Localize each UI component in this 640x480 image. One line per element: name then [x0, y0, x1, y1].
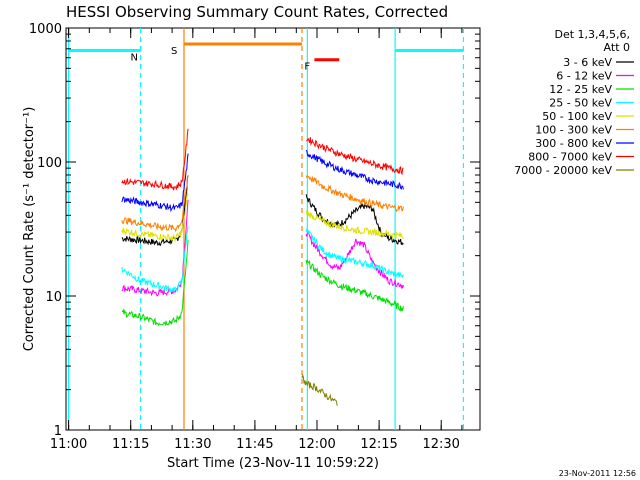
series-line	[121, 191, 189, 243]
series-line	[121, 239, 189, 327]
series-line	[121, 128, 189, 191]
vertical-markers	[67, 28, 465, 430]
y-tick-label: 1000	[29, 22, 62, 37]
legend-label: 3 - 6 keV	[563, 56, 612, 69]
legend-header-line-2: Att 0	[604, 41, 630, 54]
series-line	[306, 137, 404, 176]
legend-label: 7000 - 20000 keV	[514, 164, 612, 177]
y-tick-label: 1	[54, 424, 62, 439]
series-line	[301, 373, 338, 406]
state-bars: N S F	[68, 42, 464, 73]
state-bar-label: N	[131, 52, 138, 63]
y-tick-label: 10	[45, 290, 62, 305]
state-bar-label: F	[304, 62, 310, 73]
legend-label: 25 - 50 keV	[549, 97, 612, 110]
legend-label: 100 - 300 keV	[535, 124, 612, 137]
legend-label: 6 - 12 keV	[556, 70, 612, 83]
series-line	[121, 226, 189, 293]
series-line	[121, 174, 189, 233]
series-line	[305, 228, 404, 279]
x-tick-label: 12:30	[422, 437, 459, 452]
series-line	[121, 199, 189, 297]
series-line	[305, 149, 404, 191]
y-tick-label: 100	[37, 156, 62, 171]
x-tick-label: 12:15	[360, 437, 397, 452]
x-axis-label: Start Time (23-Nov-11 10:59:22)	[167, 456, 379, 471]
x-tick-label: 11:15	[112, 437, 149, 452]
axes: 1 10 100 1000 11:00 11:15 11:30 11:45 12:00 12:15…	[29, 22, 480, 452]
legend-label: 12 - 25 keV	[549, 83, 612, 96]
chart-title: HESSI Observing Summary Count Rates, Cor…	[66, 3, 448, 21]
series-line	[305, 231, 404, 290]
series-line	[305, 175, 404, 213]
x-tick-label: 11:00	[50, 437, 87, 452]
y-axis-label: Corrected Count Rate (s⁻¹ detector⁻¹)	[22, 107, 37, 352]
series-line	[121, 175, 189, 246]
legend-label: 300 - 800 keV	[535, 137, 612, 150]
x-tick-label: 11:45	[236, 437, 273, 452]
legend-label: 50 - 100 keV	[542, 110, 612, 123]
state-bar-label: S	[171, 46, 177, 57]
legend-label: 800 - 7000 keV	[528, 151, 612, 164]
series-line	[305, 210, 404, 241]
timestamp: 23-Nov-2011 12:56	[559, 469, 636, 478]
series-line	[121, 153, 189, 213]
x-tick-label: 11:30	[174, 437, 211, 452]
legend-header-line-1: Det 1,3,4,5,6,	[554, 28, 630, 41]
plot-frame	[65, 27, 481, 431]
x-tick-label: 12:00	[298, 437, 335, 452]
series-line	[305, 258, 404, 313]
series-lines	[121, 128, 404, 406]
